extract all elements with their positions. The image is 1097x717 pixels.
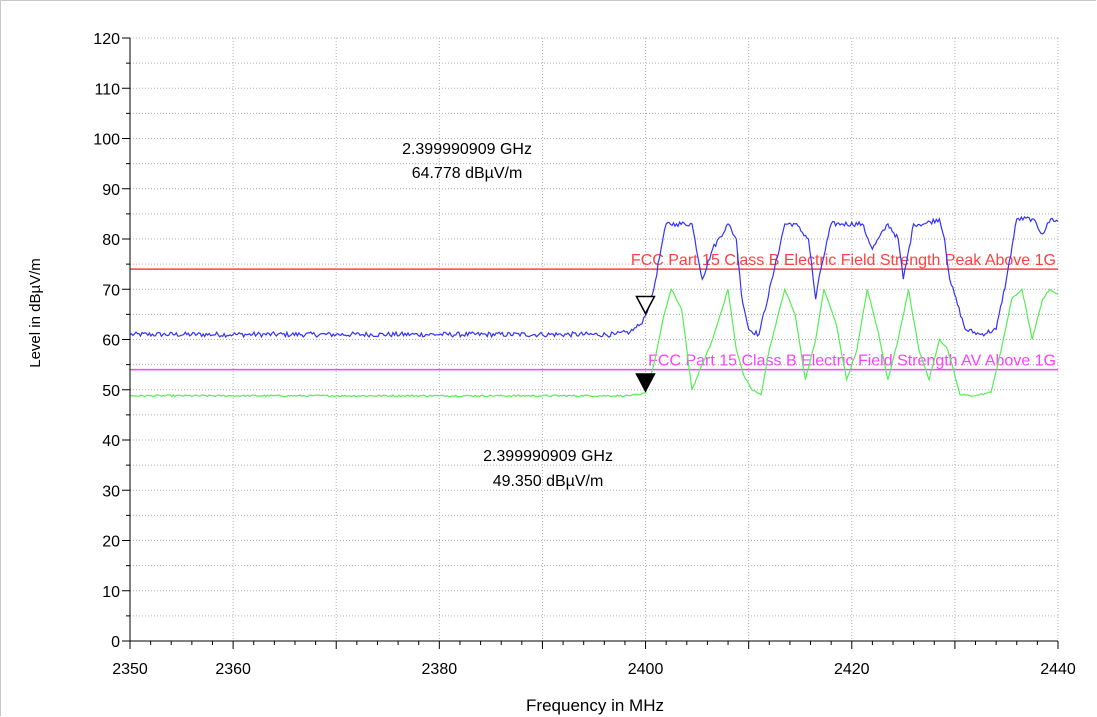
y-tick-label: 80 [102, 232, 120, 249]
y-tick-label: 100 [93, 132, 120, 149]
y-tick-label: 60 [102, 333, 120, 350]
y-axis-label: Level in dBµV/m [27, 258, 44, 368]
y-tick-label: 0 [111, 634, 120, 651]
series-traces [129, 215, 1059, 398]
axes: 0 10 20 30 40 50 60 70 80 90 100 110 120 2350 2360 2380… [93, 31, 1076, 678]
marker-frequency-label: 2.399990909 GHz [483, 448, 613, 465]
y-tick-label: 30 [102, 483, 120, 500]
limit-lines: FCC Part 15 Class B Electric Field Stren… [130, 252, 1058, 371]
y-tick-label: 50 [102, 383, 120, 400]
open-marker-icon [635, 295, 656, 316]
y-tick-label: 90 [102, 182, 120, 199]
markers: 2.399990909 GHz 64.778 dBµV/m 2.399990909 … [402, 141, 656, 490]
x-tick-label: 2440 [1040, 661, 1076, 678]
x-tick-label: 2400 [628, 661, 664, 678]
limit-line-label: FCC Part 15 Class B Electric Field Stren… [631, 252, 1056, 269]
x-tick-label: 2360 [215, 661, 251, 678]
marker-frequency-label: 2.399990909 GHz [402, 141, 532, 158]
y-tick-label: 70 [102, 282, 120, 299]
series-line [129, 215, 1059, 339]
series-line [129, 287, 1059, 398]
limit-line-label: FCC Part 15 Class B Electric Field Stren… [648, 353, 1056, 370]
grid [130, 37, 1059, 641]
y-tick-label: 10 [102, 584, 120, 601]
x-tick-label: 2350 [112, 661, 148, 678]
y-tick-label: 110 [94, 81, 120, 98]
y-tick-label: 20 [102, 534, 120, 551]
x-tick-label: 2420 [834, 661, 870, 678]
marker-level-label: 49.350 dBµV/m [493, 473, 604, 490]
y-tick-label: 40 [102, 433, 120, 450]
y-tick-label: 120 [93, 31, 120, 48]
x-tick-label: 2380 [422, 661, 458, 678]
filled-marker-icon [635, 373, 656, 393]
x-axis-label: Frequency in MHz [526, 696, 664, 715]
marker-level-label: 64.778 dBµV/m [412, 165, 523, 182]
